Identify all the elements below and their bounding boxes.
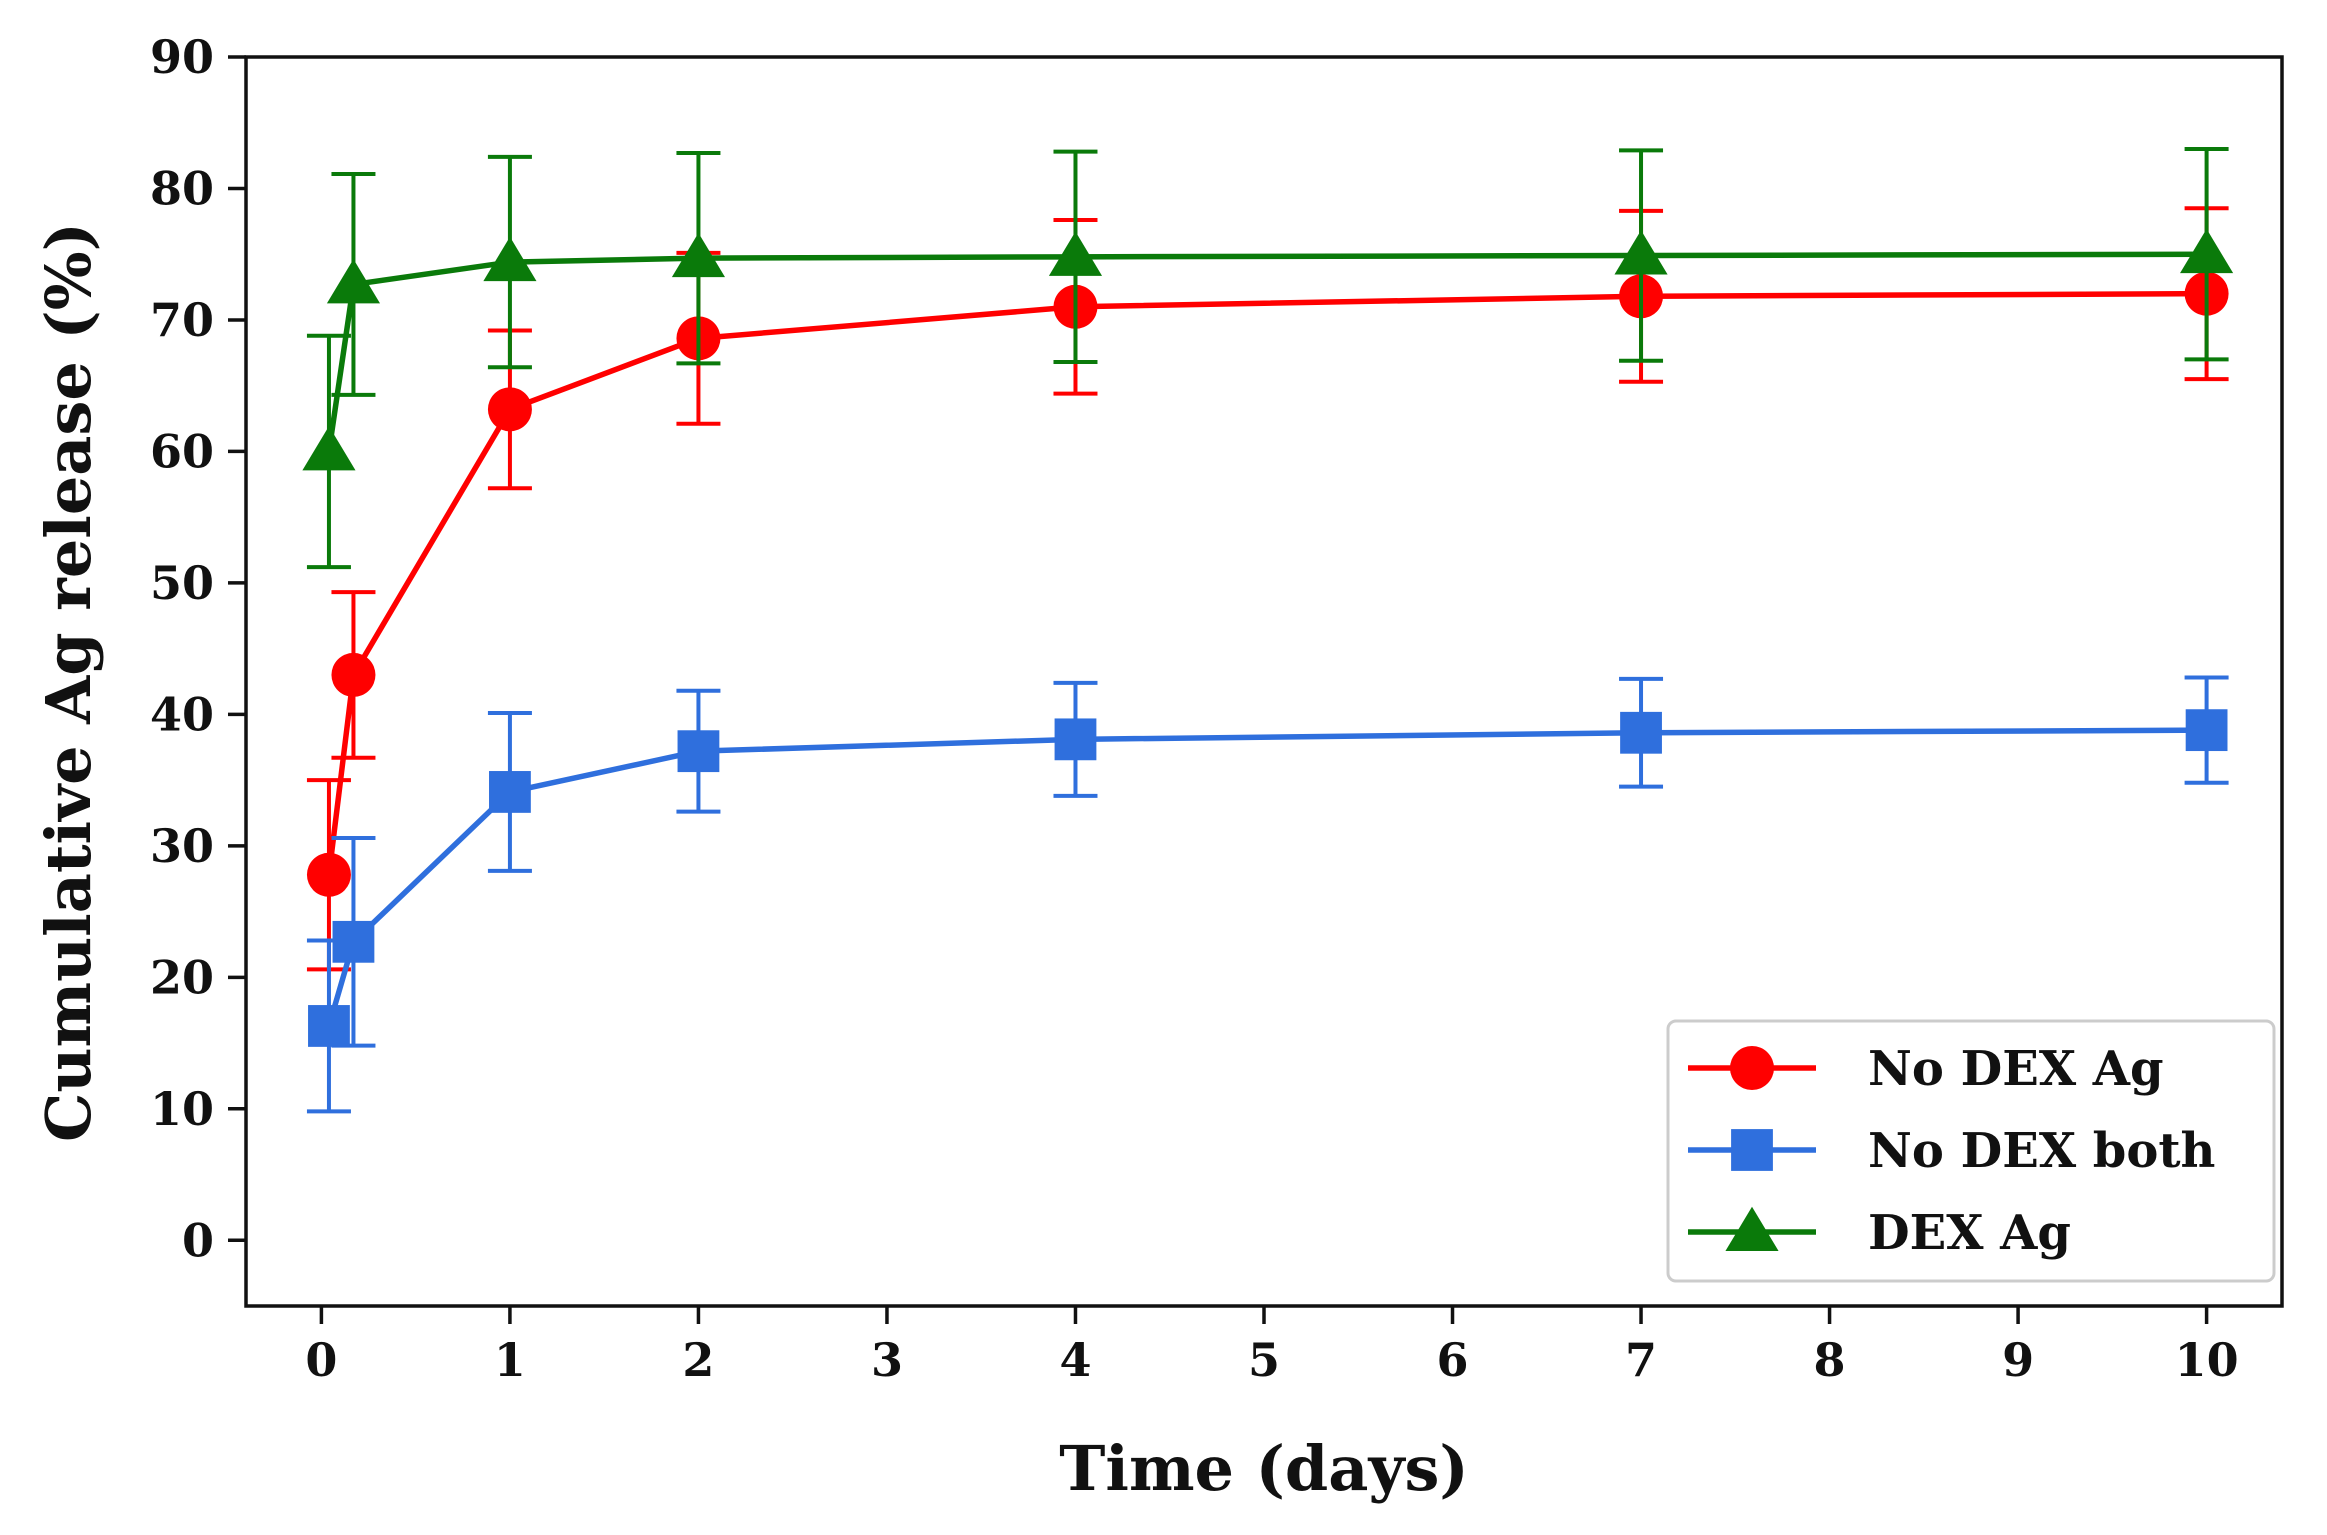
x-tick-label: 7 — [1625, 1333, 1657, 1387]
data-point — [331, 652, 376, 697]
series-layer — [302, 147, 2234, 1114]
data-point — [671, 232, 726, 278]
data-point — [308, 1005, 350, 1047]
x-tick-label: 1 — [494, 1333, 526, 1387]
x-tick-label: 0 — [305, 1333, 337, 1387]
series-no-dex-ag — [306, 206, 2229, 972]
y-axis-title: Cumulative Ag release (%) — [32, 222, 105, 1142]
series-line — [326, 727, 2207, 1027]
data-point — [2180, 228, 2234, 274]
y-tick-label: 60 — [150, 424, 214, 478]
y-tick-label: 0 — [182, 1213, 214, 1267]
x-tick-label: 3 — [871, 1333, 903, 1387]
y-tick-label: 40 — [150, 687, 214, 741]
legend-marker — [1731, 1129, 1773, 1171]
x-tick-label: 5 — [1248, 1333, 1280, 1387]
y-tick-label: 50 — [150, 556, 214, 610]
legend: No DEX Ag No DEX both DEX Ag — [1666, 1019, 2276, 1283]
data-point — [677, 730, 720, 773]
series-dex-ag — [302, 147, 2234, 570]
x-tick-label: 4 — [1059, 1333, 1091, 1387]
x-tick-label: 10 — [2175, 1333, 2239, 1387]
y-tick-label: 70 — [150, 293, 214, 347]
x-axis-title: Time (days) — [1059, 1432, 1468, 1505]
x-tick-label: 8 — [1814, 1333, 1846, 1387]
x-axis: 0 1 2 3 4 5 6 7 8 9 10 — [305, 1306, 2239, 1387]
y-tick-label: 20 — [150, 950, 214, 1004]
y-tick-label: 10 — [150, 1082, 214, 1136]
data-point — [326, 259, 381, 304]
series-line — [326, 251, 2207, 452]
legend-marker — [1725, 1206, 1779, 1251]
x-tick-label: 2 — [682, 1333, 714, 1387]
x-tick-label: 9 — [2002, 1333, 2034, 1387]
data-point — [306, 852, 351, 897]
x-tick-label: 6 — [1437, 1333, 1469, 1387]
data-point — [302, 426, 356, 471]
legend-label: DEX Ag — [1868, 1205, 2071, 1261]
data-point — [1620, 711, 1662, 754]
legend-marker — [1730, 1046, 1774, 1090]
data-point — [1614, 230, 1668, 275]
data-point — [1048, 231, 1103, 276]
data-point — [1054, 718, 1097, 761]
y-axis: 0 10 20 30 40 50 60 70 80 90 — [150, 30, 246, 1267]
legend-label: No DEX Ag — [1868, 1041, 2164, 1097]
series-no-dex-both — [306, 675, 2229, 1114]
series-line — [326, 290, 2207, 876]
legend-label: No DEX both — [1868, 1123, 2215, 1179]
y-tick-label: 80 — [150, 161, 214, 215]
data-point — [483, 236, 537, 282]
data-point — [2185, 709, 2228, 752]
data-point — [487, 387, 532, 432]
data-point — [332, 920, 375, 963]
y-tick-label: 30 — [150, 819, 214, 873]
data-point — [489, 771, 531, 813]
y-tick-label: 90 — [150, 30, 214, 84]
legend-box — [1666, 1019, 2276, 1283]
